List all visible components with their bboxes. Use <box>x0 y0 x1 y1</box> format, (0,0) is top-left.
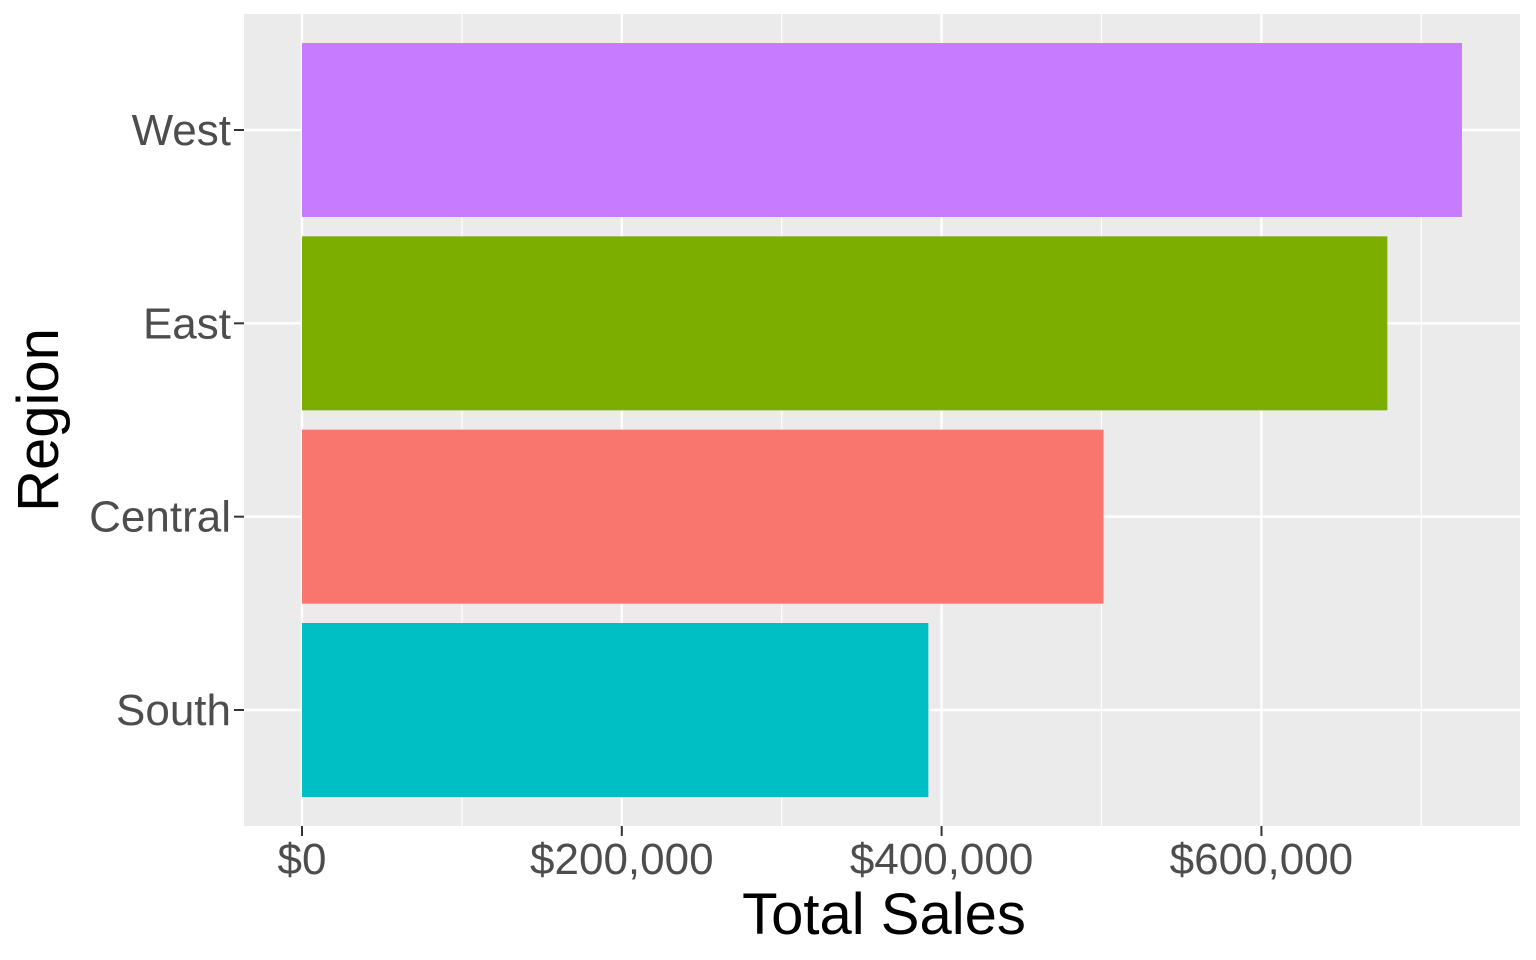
y-axis: South Central East West <box>89 106 244 735</box>
bar-central <box>302 429 1104 604</box>
y-tick-label: Central <box>89 493 231 542</box>
y-tick-label: South <box>116 686 231 735</box>
x-axis-title: Total Sales <box>742 882 1026 947</box>
y-tick-label: East <box>143 299 231 348</box>
y-tick-label: West <box>132 106 231 155</box>
bar-south <box>302 623 929 797</box>
bar-east <box>302 236 1388 411</box>
x-tick-label: $400,000 <box>850 835 1034 884</box>
x-tick-label: $0 <box>278 835 327 884</box>
x-axis: $0 $200,000 $400,000 $600,000 <box>278 826 1354 884</box>
bars <box>302 43 1462 797</box>
bar-west <box>302 43 1462 217</box>
x-tick-label: $600,000 <box>1170 835 1354 884</box>
y-axis-title: Region <box>6 328 71 512</box>
x-tick-label: $200,000 <box>530 835 714 884</box>
